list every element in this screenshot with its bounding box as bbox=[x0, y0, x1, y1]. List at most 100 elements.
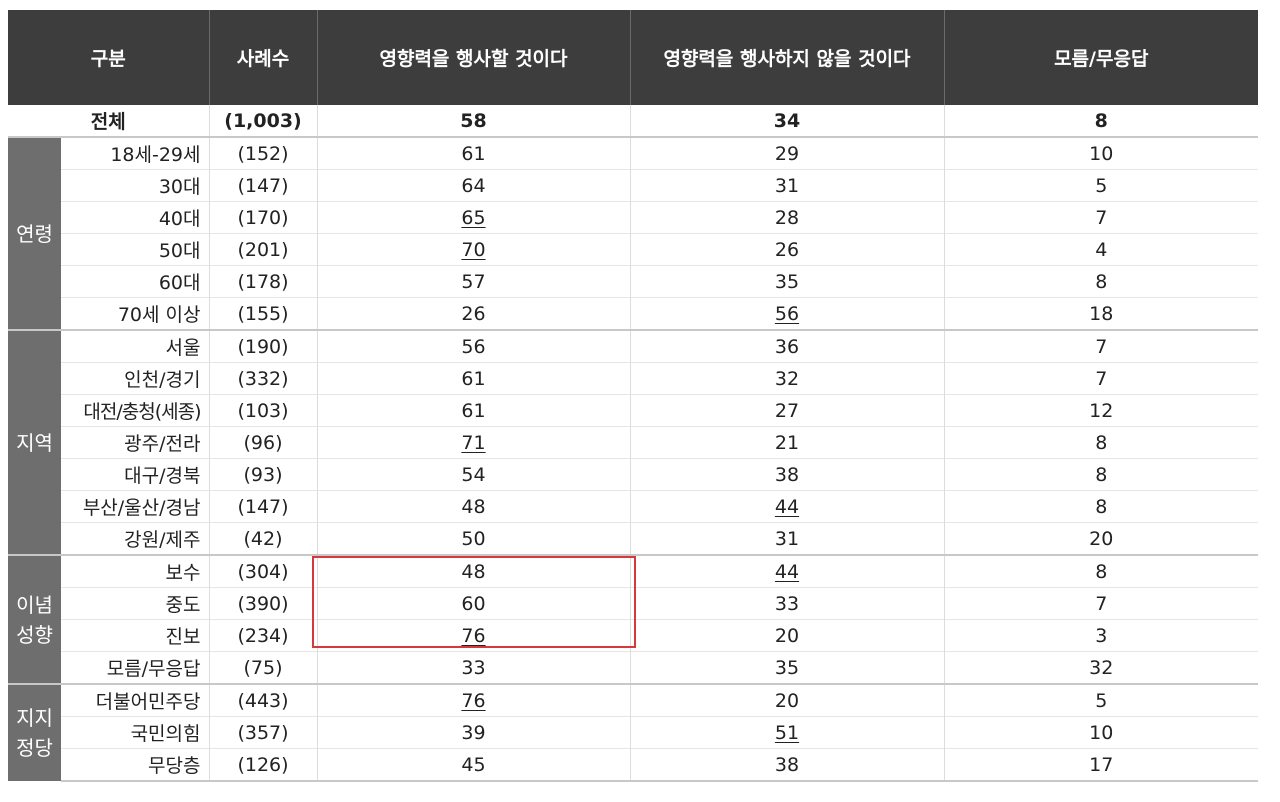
cell-dont-know: 10 bbox=[943, 136, 1258, 170]
cell-will-not-exercise: 21 bbox=[629, 426, 944, 459]
table-row: 지지 정당 더불어민주당 (443) 76 20 5 bbox=[8, 683, 1258, 781]
highlighted-value: 56 bbox=[774, 302, 800, 325]
cell-count: (75) bbox=[208, 651, 317, 684]
cell-dont-know: 7 bbox=[943, 362, 1258, 395]
group-label-age: 연령 bbox=[8, 136, 61, 330]
cell-count: (170) bbox=[208, 201, 317, 234]
survey-table: 구분 사례수 영향력을 행사할 것이다 영향력을 행사하지 않을 것이다 모름/… bbox=[8, 10, 1258, 782]
cell-will-exercise: 33 bbox=[316, 651, 630, 684]
cell-count: (190) bbox=[208, 329, 317, 363]
highlight-box bbox=[312, 556, 636, 648]
cell-dont-know: 7 bbox=[943, 587, 1258, 620]
cell-dont-know: 8 bbox=[943, 426, 1258, 459]
cell-will-exercise: 50 bbox=[316, 522, 630, 555]
table-row: 50대 (201) 70 26 4 bbox=[8, 233, 1258, 266]
cell-will-not-exercise: 28 bbox=[629, 201, 944, 234]
cell-count: (126) bbox=[208, 748, 317, 782]
table-row: 부산/울산/경남 (147) 48 44 8 bbox=[8, 490, 1258, 523]
cell-count: (178) bbox=[208, 265, 317, 298]
table-row: 광주/전라 (96) 71 21 8 bbox=[8, 426, 1258, 459]
table-row: 30대 (147) 64 31 5 bbox=[8, 169, 1258, 202]
cell-will-exercise: 58 bbox=[316, 105, 630, 137]
cell-will-not-exercise: 35 bbox=[629, 651, 944, 684]
header-will-not-exercise: 영향력을 행사하지 않을 것이다 bbox=[629, 10, 944, 105]
cell-will-not-exercise: 26 bbox=[629, 233, 944, 266]
row-label: 전체 bbox=[90, 111, 126, 133]
cell-will-exercise: 57 bbox=[316, 265, 630, 298]
table-row: 중도 (390) 60 33 7 bbox=[8, 587, 1258, 620]
cell-count: (443) bbox=[208, 683, 317, 717]
cell-count: (332) bbox=[208, 362, 317, 395]
table-row: 연령 18세-29세 (152) 61 29 10 bbox=[8, 136, 1258, 330]
cell-count: (1,003) bbox=[208, 105, 317, 137]
highlighted-value: 76 bbox=[461, 689, 486, 712]
cell-will-exercise: 60 bbox=[316, 587, 630, 620]
row-label: 보수 bbox=[61, 554, 209, 588]
cell-dont-know: 7 bbox=[943, 201, 1258, 234]
cell-count: (390) bbox=[208, 587, 317, 620]
cell-will-not-exercise: 36 bbox=[629, 329, 944, 363]
cell-will-exercise: 39 bbox=[316, 716, 630, 749]
cell-will-not-exercise: 27 bbox=[629, 394, 944, 427]
cell-will-exercise: 26 bbox=[316, 297, 630, 330]
cell-dont-know: 12 bbox=[943, 394, 1258, 427]
cell-dont-know: 8 bbox=[943, 554, 1258, 588]
cell-dont-know: 8 bbox=[943, 105, 1258, 137]
row-label: 70세 이상 bbox=[61, 297, 209, 330]
cell-will-exercise: 48 bbox=[316, 554, 630, 588]
cell-will-not-exercise: 32 bbox=[629, 362, 944, 395]
row-label: 중도 bbox=[61, 587, 209, 620]
cell-dont-know: 3 bbox=[943, 619, 1258, 652]
highlighted-value: 44 bbox=[774, 495, 800, 518]
highlighted-value: 71 bbox=[461, 431, 486, 454]
cell-will-exercise: 48 bbox=[316, 490, 630, 523]
cell-count: (147) bbox=[208, 169, 317, 202]
header-group: 구분 bbox=[8, 10, 209, 105]
row-label: 40대 bbox=[61, 201, 209, 234]
cell-will-not-exercise: 35 bbox=[629, 265, 944, 298]
cell-dont-know: 20 bbox=[943, 522, 1258, 555]
row-label: 50대 bbox=[61, 233, 209, 266]
cell-dont-know: 32 bbox=[943, 651, 1258, 684]
cell-dont-know: 8 bbox=[943, 265, 1258, 298]
cell-dont-know: 4 bbox=[943, 233, 1258, 266]
cell-count: (201) bbox=[208, 233, 317, 266]
cell-will-exercise: 54 bbox=[316, 458, 630, 491]
cell-dont-know: 8 bbox=[943, 490, 1258, 523]
row-label: 더불어민주당 bbox=[61, 683, 209, 717]
row-label: 광주/전라 bbox=[61, 426, 209, 459]
cell-dont-know: 7 bbox=[943, 329, 1258, 363]
row-label: 30대 bbox=[61, 169, 209, 202]
cell-will-not-exercise: 44 bbox=[629, 490, 944, 523]
table-row: 모름/무응답 (75) 33 35 32 bbox=[8, 651, 1258, 684]
row-label: 모름/무응답 bbox=[61, 651, 209, 684]
table-row: 인천/경기 (332) 61 32 7 bbox=[8, 362, 1258, 395]
table-row: 이념 성향 보수 (304) 48 44 8 bbox=[8, 554, 1258, 684]
cell-count: (42) bbox=[208, 522, 317, 555]
cell-dont-know: 18 bbox=[943, 297, 1258, 330]
header-row: 구분 사례수 영향력을 행사할 것이다 영향력을 행사하지 않을 것이다 모름/… bbox=[8, 10, 1258, 105]
cell-dont-know: 5 bbox=[943, 169, 1258, 202]
cell-will-not-exercise: 44 bbox=[629, 554, 944, 588]
cell-count: (152) bbox=[208, 136, 317, 170]
cell-will-exercise: 70 bbox=[316, 233, 630, 266]
cell-count: (234) bbox=[208, 619, 317, 652]
cell-will-exercise: 61 bbox=[316, 394, 630, 427]
cell-count: (357) bbox=[208, 716, 317, 749]
row-label: 60대 bbox=[61, 265, 209, 298]
cell-will-exercise: 61 bbox=[316, 136, 630, 170]
table-row: 40대 (170) 65 28 7 bbox=[8, 201, 1258, 234]
highlighted-value: 65 bbox=[461, 206, 486, 229]
cell-will-not-exercise: 56 bbox=[629, 297, 944, 330]
cell-count: (304) bbox=[208, 554, 317, 588]
table-row: 강원/제주 (42) 50 31 20 bbox=[8, 522, 1258, 555]
cell-will-exercise: 65 bbox=[316, 201, 630, 234]
cell-count: (155) bbox=[208, 297, 317, 330]
highlighted-value: 51 bbox=[774, 721, 800, 744]
cell-count: (147) bbox=[208, 490, 317, 523]
table-row: 대전/충청(세종) (103) 61 27 12 bbox=[8, 394, 1258, 427]
group-label-ideology: 이념 성향 bbox=[8, 554, 61, 684]
table-row: 70세 이상 (155) 26 56 18 bbox=[8, 297, 1258, 330]
cell-will-not-exercise: 20 bbox=[629, 683, 944, 717]
highlighted-value: 44 bbox=[774, 560, 800, 583]
